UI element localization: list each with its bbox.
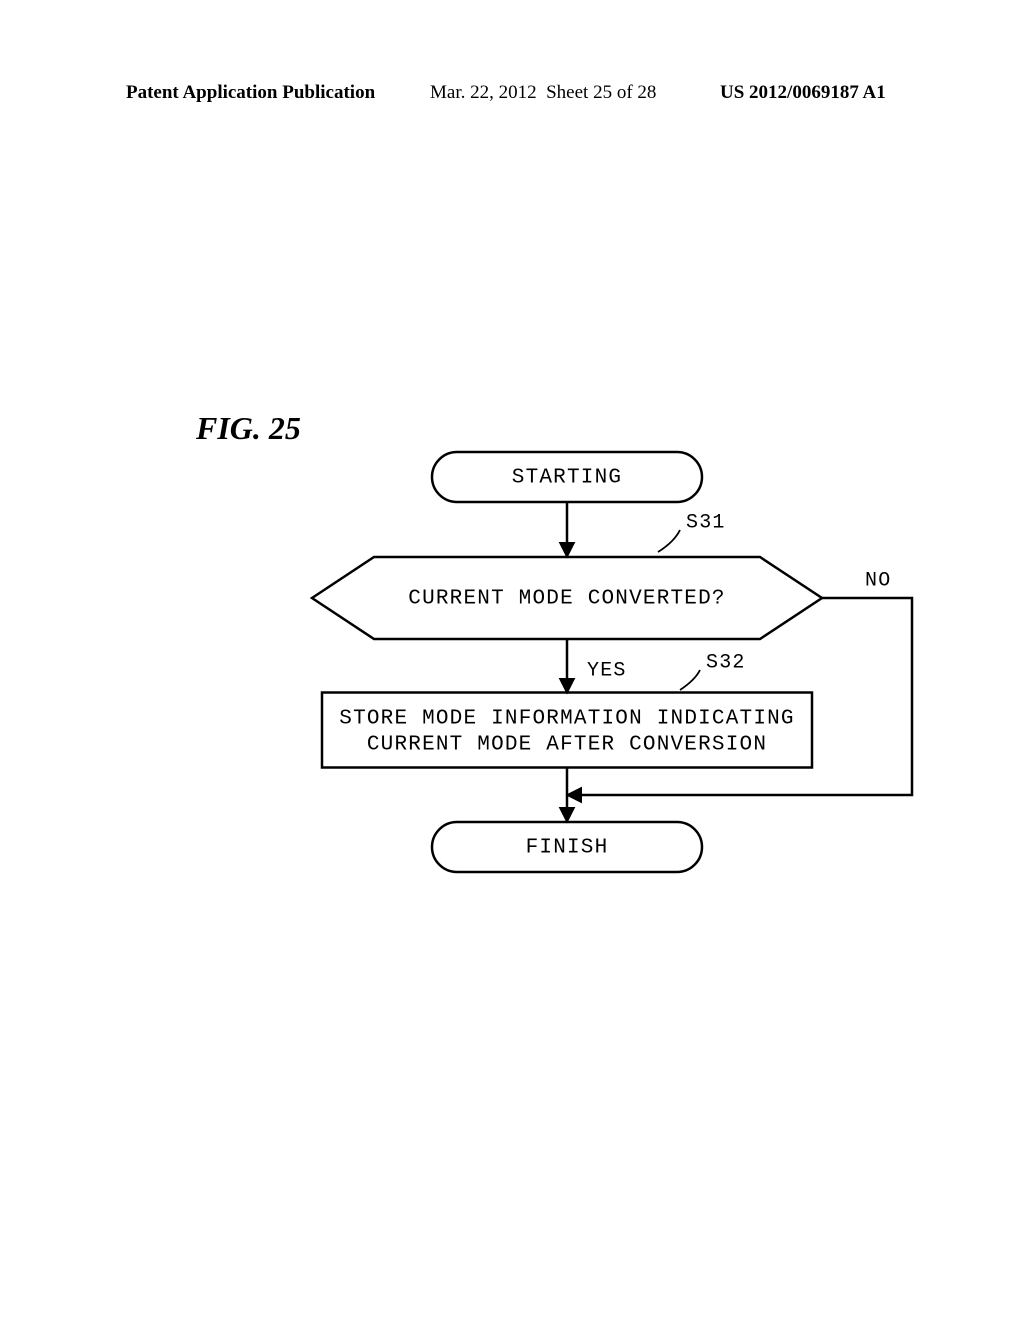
svg-text:STARTING: STARTING xyxy=(512,467,622,490)
svg-text:FINISH: FINISH xyxy=(526,837,609,860)
svg-text:S31: S31 xyxy=(686,511,726,534)
svg-text:YES: YES xyxy=(587,659,627,682)
svg-text:S32: S32 xyxy=(706,651,746,674)
svg-text:NO: NO xyxy=(865,569,891,592)
flowchart-diagram: STARTING CURRENT MODE CONVERTED? STORE MOD… xyxy=(0,0,1024,1320)
svg-text:CURRENT MODE CONVERTED?: CURRENT MODE CONVERTED? xyxy=(408,588,725,611)
svg-text:STORE MODE INFORMATION INDICAT: STORE MODE INFORMATION INDICATING xyxy=(339,708,794,731)
svg-text:CURRENT MODE AFTER CONVERSION: CURRENT MODE AFTER CONVERSION xyxy=(367,734,767,757)
